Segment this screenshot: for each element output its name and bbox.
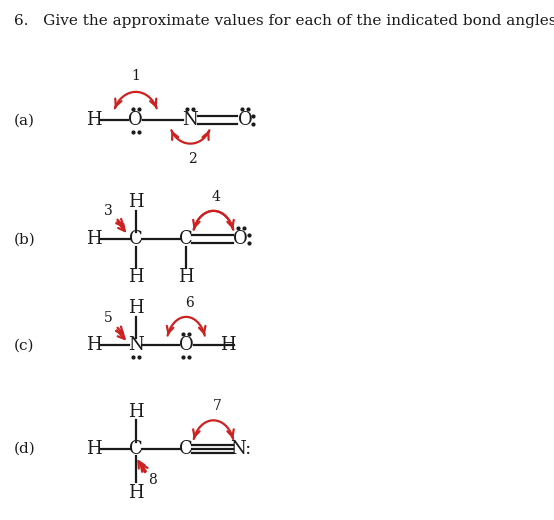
Text: 1: 1 (131, 69, 140, 83)
Text: H: H (86, 440, 101, 458)
Text: 3: 3 (104, 204, 113, 218)
Text: O: O (179, 336, 193, 354)
Text: 8: 8 (148, 473, 157, 487)
Text: (a): (a) (14, 113, 35, 127)
Text: H: H (128, 402, 143, 421)
Text: (c): (c) (14, 339, 34, 353)
Text: N: N (182, 111, 198, 129)
Text: 6: 6 (185, 296, 194, 310)
Text: N: N (128, 336, 143, 354)
Text: H: H (178, 268, 194, 285)
Text: (d): (d) (14, 442, 36, 456)
Text: H: H (220, 336, 236, 354)
Text: O: O (233, 230, 248, 249)
Text: N:: N: (230, 440, 252, 458)
Text: H: H (128, 268, 143, 285)
Text: H: H (128, 484, 143, 502)
Text: H: H (86, 111, 101, 129)
Text: H: H (86, 336, 101, 354)
Text: H: H (86, 230, 101, 249)
Text: C: C (179, 230, 193, 249)
Text: O: O (129, 111, 143, 129)
Text: (b): (b) (14, 232, 36, 246)
Text: H: H (128, 299, 143, 317)
Text: 7: 7 (212, 399, 221, 413)
Text: H: H (128, 193, 143, 211)
Text: C: C (179, 440, 193, 458)
Text: 2: 2 (188, 152, 197, 166)
Text: O: O (238, 111, 252, 129)
Text: 4: 4 (211, 190, 220, 204)
Text: C: C (129, 230, 142, 249)
Text: 6.   Give the approximate values for each of the indicated bond angles:: 6. Give the approximate values for each … (14, 15, 554, 28)
Text: C: C (129, 440, 142, 458)
Text: 5: 5 (104, 311, 113, 326)
